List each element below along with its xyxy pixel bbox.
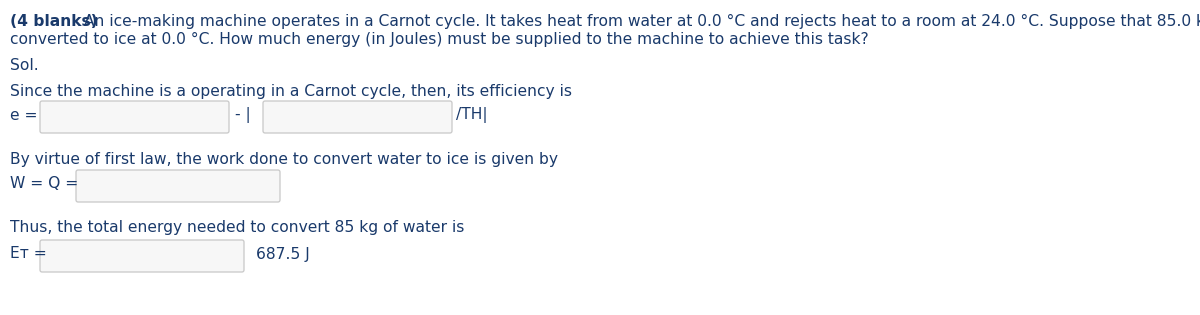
Text: By virtue of first law, the work done to convert water to ice is given by: By virtue of first law, the work done to… [10, 152, 558, 167]
Text: Sol.: Sol. [10, 58, 38, 73]
Text: Since the machine is a operating in a Carnot cycle, then, its efficiency is: Since the machine is a operating in a Ca… [10, 84, 572, 99]
Text: W = Q =: W = Q = [10, 176, 78, 192]
Text: converted to ice at 0.0 °C. How much energy (in Joules) must be supplied to the : converted to ice at 0.0 °C. How much ene… [10, 32, 869, 47]
Text: Eᴛ =: Eᴛ = [10, 247, 47, 261]
Text: e =: e = [10, 107, 37, 123]
Text: - |: - | [235, 107, 251, 123]
FancyBboxPatch shape [263, 101, 452, 133]
Text: (4 blanks): (4 blanks) [10, 14, 98, 29]
Text: An ice-making machine operates in a Carnot cycle. It takes heat from water at 0.: An ice-making machine operates in a Carn… [79, 14, 1200, 29]
Text: Thus, the total energy needed to convert 85 kg of water is: Thus, the total energy needed to convert… [10, 220, 464, 235]
Text: 687.5 J: 687.5 J [256, 247, 310, 261]
Text: /TH|: /TH| [456, 107, 487, 123]
FancyBboxPatch shape [40, 240, 244, 272]
FancyBboxPatch shape [40, 101, 229, 133]
FancyBboxPatch shape [76, 170, 280, 202]
